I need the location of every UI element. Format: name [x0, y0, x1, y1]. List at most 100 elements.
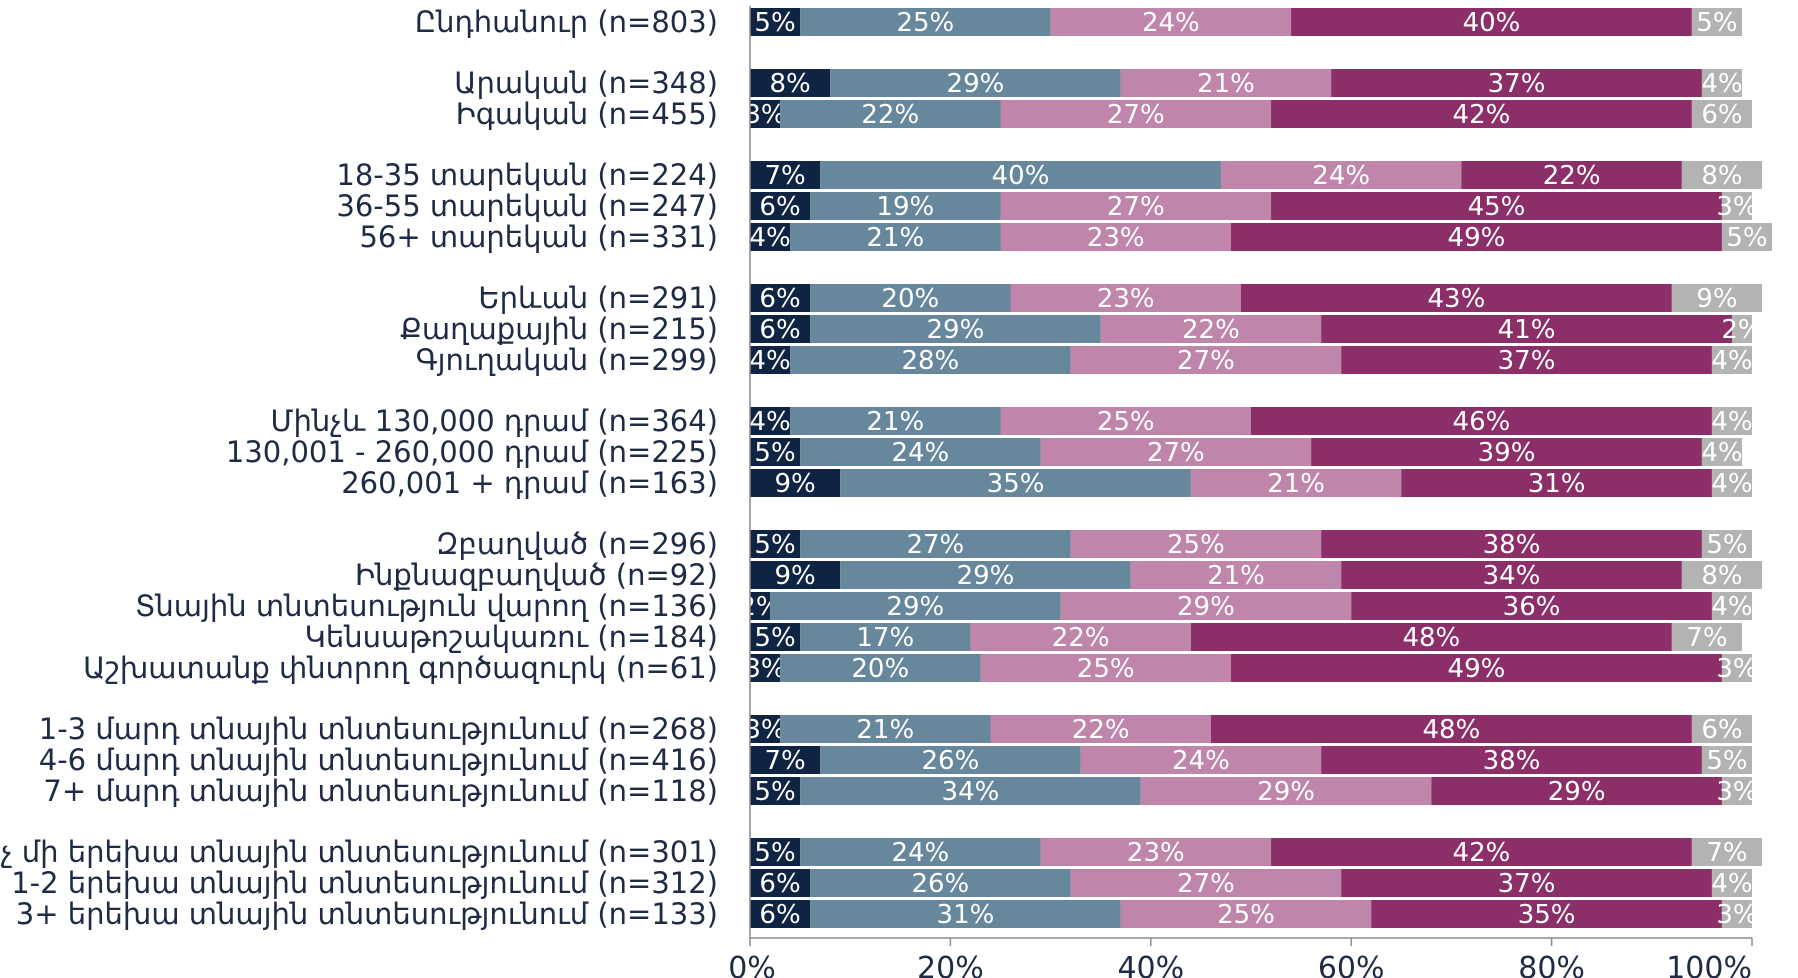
- bar-segment-seg-1: [750, 69, 831, 97]
- bar-segment-seg-5: [1701, 69, 1742, 97]
- data-label: 21%: [866, 407, 924, 437]
- data-label: 27%: [1147, 438, 1205, 468]
- bar-segment-seg-4: [1331, 69, 1702, 97]
- bar-segment-seg-3: [1070, 869, 1342, 897]
- data-label: 4%: [1711, 346, 1752, 376]
- bar-segment-seg-5: [1671, 623, 1742, 651]
- category-label: Իգական (n=455): [456, 97, 718, 131]
- data-label: 5%: [754, 8, 795, 38]
- data-label: 3%: [744, 654, 785, 684]
- bar-segment-seg-4: [1321, 746, 1702, 774]
- data-label: 3%: [744, 100, 785, 130]
- bar-row: 9% 35% 21% 31% 4%: [750, 469, 1753, 499]
- bar-row: 3% 21% 22% 48% 6%: [744, 715, 1752, 745]
- bar-segment-seg-3: [1000, 192, 1272, 220]
- data-label: 3%: [1716, 900, 1757, 930]
- data-label: 29%: [1257, 777, 1315, 807]
- category-label: 3+ երեխա տնային տնտեսությունում (n=133): [16, 897, 718, 931]
- data-label: 22%: [1182, 315, 1240, 345]
- data-label: 3%: [744, 715, 785, 745]
- category-label: Ինքնազբաղված (n=92): [355, 558, 718, 592]
- category-label: Տնային տնտեսություն վարող (n=136): [135, 589, 718, 623]
- category-label: Գյուղական (n=299): [416, 343, 718, 377]
- bar-segment-seg-2: [810, 192, 1001, 220]
- bar-segment-seg-4: [1341, 561, 1682, 589]
- data-label: 24%: [1142, 8, 1200, 38]
- data-label: 24%: [891, 838, 949, 868]
- bar-segment-seg-4: [1190, 623, 1672, 651]
- x-tick-label: 60%: [1318, 951, 1385, 978]
- bar-segment-seg-1: [750, 100, 781, 128]
- bar-segment-seg-2: [780, 715, 991, 743]
- data-label: 4%: [749, 223, 790, 253]
- bar-segment-seg-3: [1010, 284, 1241, 312]
- bar-segment-seg-1: [750, 838, 801, 866]
- bar-segment-seg-1: [750, 161, 821, 189]
- category-label: 1-3 մարդ տնային տնտեսությունում (n=268): [39, 712, 718, 746]
- bar-segment-seg-1: [750, 346, 791, 374]
- bar-segment-seg-4: [1341, 869, 1712, 897]
- data-label: 21%: [1207, 561, 1265, 591]
- data-label: 4%: [1701, 69, 1742, 99]
- data-label: 37%: [1498, 346, 1556, 376]
- bar-segment-seg-2: [840, 561, 1131, 589]
- bar-segment-seg-4: [1431, 777, 1722, 805]
- bar-segment-seg-2: [800, 8, 1051, 36]
- data-label: 23%: [1087, 223, 1145, 253]
- data-label: 25%: [896, 8, 954, 38]
- bar-row: 6% 29% 22% 41% 2%: [750, 315, 1763, 345]
- bar-segment-seg-3: [970, 623, 1191, 651]
- data-label: 4%: [1711, 869, 1752, 899]
- bar-segment-seg-4: [1271, 838, 1692, 866]
- data-label: 29%: [927, 315, 985, 345]
- data-label: 5%: [1696, 8, 1737, 38]
- data-label: 22%: [1052, 623, 1110, 653]
- data-label: 24%: [1172, 746, 1230, 776]
- data-label: 23%: [1097, 284, 1155, 314]
- data-label: 38%: [1483, 530, 1541, 560]
- bar-row: 5% 34% 29% 29% 3%: [750, 777, 1758, 807]
- bar-row: 2% 29% 29% 36% 4%: [739, 592, 1753, 622]
- bar-segment-seg-3: [1060, 592, 1352, 620]
- bar-segment-seg-1: [750, 223, 791, 251]
- bar-segment-seg-4: [1321, 530, 1702, 558]
- bar-row: 4% 21% 25% 46% 4%: [749, 407, 1753, 437]
- bar-segment-seg-3: [1100, 315, 1322, 343]
- bar-segment-seg-3: [980, 654, 1231, 682]
- bar-segment-seg-3: [1140, 777, 1432, 805]
- data-label: 5%: [754, 838, 795, 868]
- category-labels: Ընդհանուր (n=803) Արական (n=348)Իգական (n…: [0, 5, 718, 931]
- data-label: 17%: [856, 623, 914, 653]
- data-label: 31%: [1528, 469, 1586, 499]
- data-label: 6%: [759, 869, 800, 899]
- data-label: 6%: [1701, 715, 1742, 745]
- bar-segment-seg-4: [1210, 715, 1692, 743]
- bar-segment-seg-3: [1050, 8, 1292, 36]
- bar-segment-seg-4: [1371, 900, 1722, 928]
- bar-segment-seg-4: [1321, 315, 1732, 343]
- data-label: 4%: [1711, 469, 1752, 499]
- data-label: 49%: [1448, 654, 1506, 684]
- data-label: 20%: [851, 654, 909, 684]
- bar-row: 8% 29% 21% 37% 4%: [750, 69, 1743, 99]
- data-label: 3%: [1716, 654, 1757, 684]
- data-label: 4%: [1701, 438, 1742, 468]
- data-label: 5%: [754, 438, 795, 468]
- bar-row: 6% 26% 27% 37% 4%: [750, 869, 1753, 899]
- category-label: 56+ տարեկան (n=331): [359, 220, 718, 254]
- data-label: 6%: [759, 192, 800, 222]
- data-label: 24%: [891, 438, 949, 468]
- data-label: 3%: [1716, 777, 1757, 807]
- data-label: 7%: [764, 746, 805, 776]
- bar-segment-seg-1: [750, 438, 801, 466]
- bar-row: 5% 24% 23% 42% 7%: [750, 838, 1763, 868]
- bar-segment-seg-1: [750, 469, 841, 497]
- bar-segment-seg-2: [770, 592, 1061, 620]
- data-label: 29%: [886, 592, 944, 622]
- bar-segment-seg-5: [1691, 100, 1752, 128]
- bar-segment-seg-1: [750, 592, 771, 620]
- bar-segment-seg-3: [1190, 469, 1402, 497]
- x-tick-label: 0%: [728, 951, 776, 978]
- category-label: Ընդհանուր (n=803): [415, 5, 718, 39]
- data-label: 5%: [1706, 530, 1747, 560]
